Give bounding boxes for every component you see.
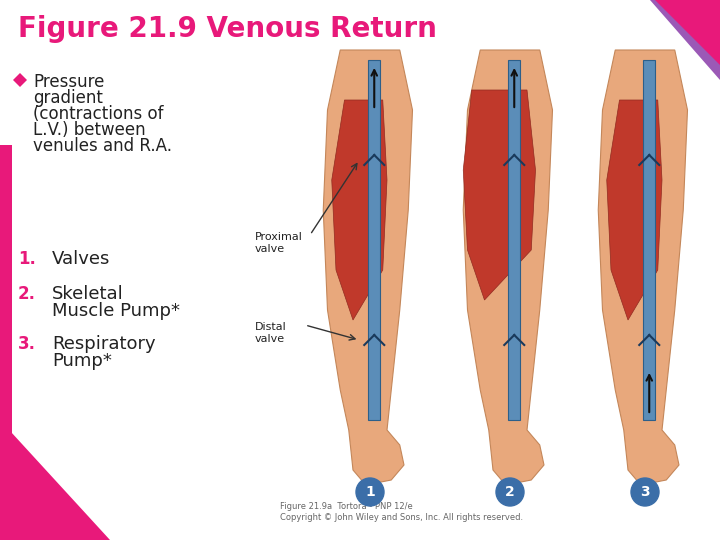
Polygon shape	[598, 50, 688, 485]
Text: Figure 21.9 Venous Return: Figure 21.9 Venous Return	[18, 15, 437, 43]
Text: L.V.) between: L.V.) between	[33, 121, 145, 139]
Bar	[508, 60, 521, 420]
Text: Proximal
valve: Proximal valve	[255, 232, 303, 254]
Text: gradient: gradient	[33, 89, 103, 107]
Text: 2.: 2.	[18, 285, 36, 303]
Polygon shape	[607, 100, 662, 320]
Polygon shape	[655, 0, 720, 65]
Text: venules and R.A.: venules and R.A.	[33, 137, 172, 155]
Bar	[368, 60, 380, 420]
Polygon shape	[323, 50, 413, 485]
Text: Pump*: Pump*	[52, 352, 112, 370]
Polygon shape	[13, 73, 27, 87]
Bar	[643, 60, 655, 420]
Text: (contractions of: (contractions of	[33, 105, 163, 123]
Text: 1.: 1.	[18, 250, 36, 268]
Polygon shape	[463, 50, 552, 485]
Text: Respiratory: Respiratory	[52, 335, 156, 353]
Text: Distal
valve: Distal valve	[255, 322, 287, 345]
Bar	[0, 145, 12, 455]
Text: Muscle Pump*: Muscle Pump*	[52, 302, 180, 320]
Polygon shape	[332, 100, 387, 320]
Text: Skeletal: Skeletal	[52, 285, 124, 303]
Polygon shape	[463, 90, 536, 300]
Polygon shape	[580, 0, 720, 80]
Text: 3.: 3.	[18, 335, 36, 353]
Text: Figure 21.9a  Tortora - PNP 12/e
Copyright © John Wiley and Sons, Inc. All right: Figure 21.9a Tortora - PNP 12/e Copyrigh…	[280, 502, 523, 522]
Circle shape	[356, 478, 384, 506]
Text: 3: 3	[640, 485, 650, 499]
Text: Valves: Valves	[52, 250, 110, 268]
Polygon shape	[0, 420, 110, 540]
Circle shape	[631, 478, 659, 506]
Circle shape	[496, 478, 524, 506]
Text: 1: 1	[365, 485, 375, 499]
Text: Pressure: Pressure	[33, 73, 104, 91]
Text: 2: 2	[505, 485, 515, 499]
